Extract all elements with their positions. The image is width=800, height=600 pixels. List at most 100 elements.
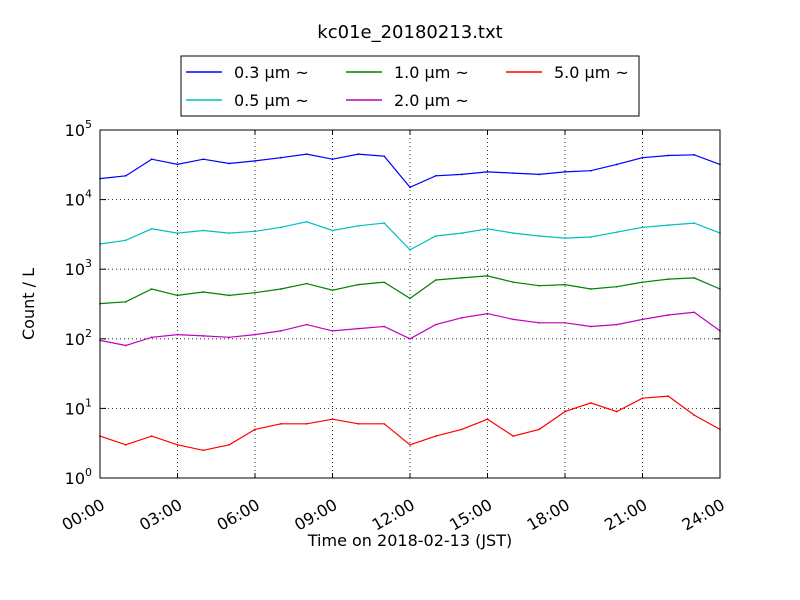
data-point xyxy=(305,220,308,223)
legend-box xyxy=(180,55,640,117)
data-point xyxy=(383,281,386,284)
x-tick-label: 03:00 xyxy=(136,495,185,535)
data-point xyxy=(228,162,231,165)
x-tick-label: 21:00 xyxy=(601,495,650,535)
data-point xyxy=(254,159,256,162)
data-point xyxy=(357,327,360,330)
data-point xyxy=(409,186,411,189)
data-point xyxy=(357,224,360,227)
x-tick-label: 24:00 xyxy=(679,495,728,535)
data-point xyxy=(331,329,334,332)
data-point xyxy=(512,172,515,175)
x-tick-label: 06:00 xyxy=(214,495,263,535)
data-point xyxy=(331,229,334,232)
data-point xyxy=(641,318,644,321)
legend-label: 0.3 μm ~ xyxy=(234,63,309,82)
data-point xyxy=(538,284,541,287)
data-point xyxy=(331,289,334,292)
data-point xyxy=(409,337,411,340)
legend: 0.3 μm ~ 0.5 μm ~ 1.0 μm ~ 2.0 μm ~ 5.0 μm ~ xyxy=(180,55,640,117)
y-tick-label: 100 xyxy=(65,466,92,488)
data-point xyxy=(383,325,386,328)
data-point xyxy=(124,174,127,177)
data-point xyxy=(150,288,153,290)
data-point xyxy=(331,418,334,421)
y-tick-label: 102 xyxy=(65,327,92,349)
data-point xyxy=(305,282,308,285)
data-point xyxy=(176,163,179,166)
data-point xyxy=(279,156,282,159)
data-point xyxy=(409,248,411,251)
data-point xyxy=(693,311,696,314)
data-point xyxy=(512,435,515,437)
data-point xyxy=(357,283,360,286)
data-point xyxy=(124,300,127,303)
data-point xyxy=(176,443,179,446)
data-point xyxy=(279,288,282,290)
data-point xyxy=(460,316,463,319)
data-point xyxy=(331,158,334,161)
data-point xyxy=(512,281,515,284)
data-point xyxy=(460,428,463,431)
x-tick-label: 09:00 xyxy=(291,495,340,535)
series-line xyxy=(99,311,721,347)
data-point xyxy=(460,276,463,279)
x-tick-label: 15:00 xyxy=(446,495,495,535)
data-point xyxy=(486,418,489,421)
data-point xyxy=(202,335,205,337)
data-point xyxy=(667,314,670,316)
data-point xyxy=(693,153,696,156)
data-point xyxy=(693,222,696,224)
chart-title: kc01e_20180213.txt xyxy=(317,22,502,43)
data-point xyxy=(460,232,463,235)
data-point xyxy=(486,312,489,315)
grid xyxy=(100,130,720,478)
data-point xyxy=(486,227,489,230)
data-point xyxy=(538,321,541,324)
data-point xyxy=(150,336,153,339)
data-point xyxy=(615,323,618,326)
legend-label: 1.0 μm ~ xyxy=(394,63,469,82)
data-point xyxy=(228,336,231,339)
data-point xyxy=(305,422,308,425)
data-point xyxy=(228,294,231,297)
data-point xyxy=(486,275,489,277)
data-point xyxy=(667,224,670,227)
data-point xyxy=(305,153,308,156)
data-point xyxy=(564,171,566,173)
data-point xyxy=(279,226,282,229)
data-point xyxy=(383,155,386,158)
data-point xyxy=(176,232,179,235)
data-point xyxy=(305,323,308,326)
plot-area xyxy=(99,153,721,452)
data-point xyxy=(434,435,437,437)
data-point xyxy=(434,323,437,326)
data-point xyxy=(202,229,205,232)
data-point xyxy=(434,235,437,237)
x-axis-label: Time on 2018-02-13 (JST) xyxy=(307,531,512,550)
data-point xyxy=(564,321,566,324)
y-tick-label: 101 xyxy=(65,396,92,418)
data-point xyxy=(615,410,618,413)
data-point xyxy=(228,443,231,446)
data-point xyxy=(589,169,592,172)
data-point xyxy=(176,333,179,336)
data-point xyxy=(693,414,696,417)
data-point xyxy=(641,156,644,159)
data-point xyxy=(512,318,515,321)
data-point xyxy=(383,422,386,425)
data-point xyxy=(564,283,566,286)
data-point xyxy=(176,294,179,297)
data-point xyxy=(667,395,670,398)
ticks: 00:00 03:00 06:00 09:00 12:00 15:00 18:00 21:00… xyxy=(59,118,728,535)
data-point xyxy=(150,227,153,230)
data-point xyxy=(254,428,256,431)
data-point xyxy=(383,222,386,224)
data-point xyxy=(615,231,618,234)
data-point xyxy=(589,325,592,328)
x-tick-label: 18:00 xyxy=(524,495,573,535)
data-point xyxy=(615,285,618,288)
data-point xyxy=(228,232,231,235)
data-point xyxy=(564,410,566,413)
